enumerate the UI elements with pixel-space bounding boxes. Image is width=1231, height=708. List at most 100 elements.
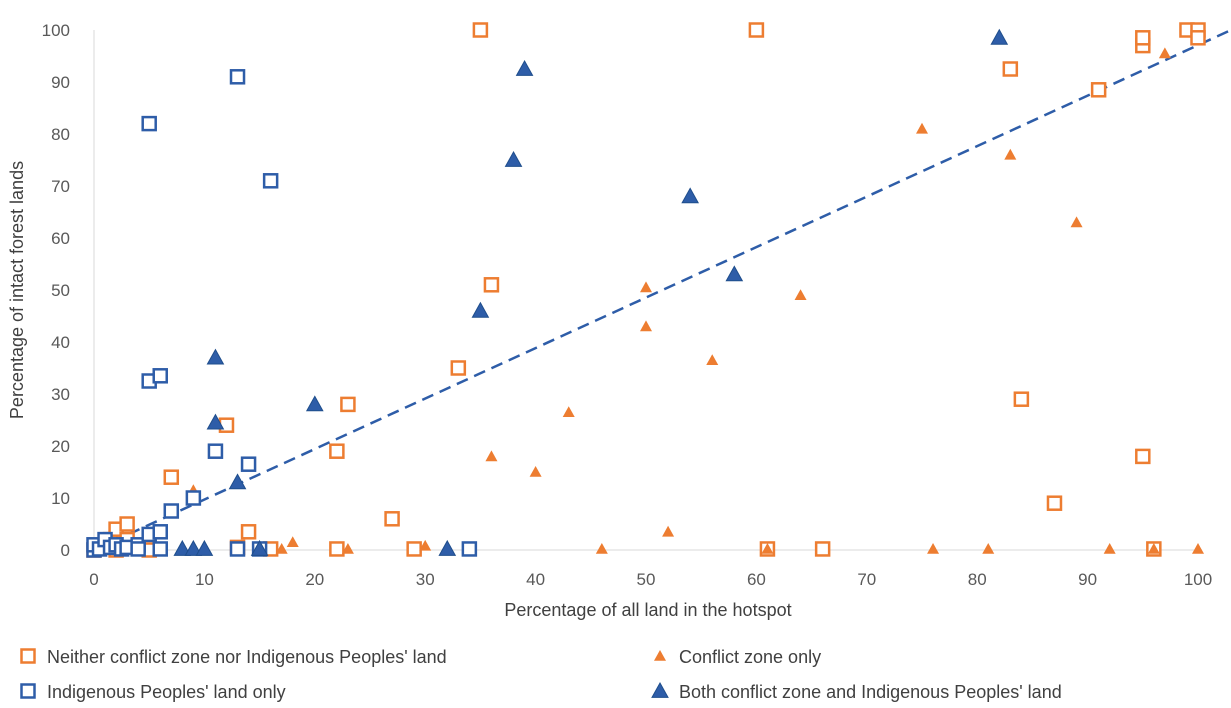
data-point (218, 417, 235, 433)
data-point (184, 539, 203, 556)
data-point (340, 396, 356, 413)
y-tick-label: 80 (51, 125, 70, 144)
data-point (229, 69, 246, 85)
data-point (1135, 448, 1151, 465)
data-point (305, 395, 324, 412)
data-point (725, 265, 744, 282)
y-tick-label: 60 (51, 229, 70, 248)
data-point (1002, 61, 1019, 77)
legend-label: Indigenous Peoples' land only (47, 682, 286, 702)
series-3 (86, 69, 478, 558)
legend-item: Indigenous Peoples' land only (20, 682, 286, 702)
y-tick-label: 0 (61, 541, 70, 560)
data-point (640, 320, 652, 332)
x-axis-title: Percentage of all land in the hotspot (504, 600, 791, 620)
legend-marker (20, 648, 36, 664)
y-tick-label: 50 (51, 281, 70, 300)
data-point (706, 354, 719, 365)
data-point (329, 443, 345, 459)
data-point (640, 281, 652, 293)
data-point (515, 59, 534, 76)
data-point (341, 542, 354, 554)
legend-label: Neither conflict zone nor Indigenous Peo… (47, 647, 447, 667)
data-point (982, 542, 995, 554)
data-point (1090, 82, 1107, 98)
y-tick-label: 30 (51, 385, 70, 404)
legend-item: Both conflict zone and Indigenous People… (651, 681, 1062, 702)
data-point (450, 360, 467, 376)
data-point (206, 413, 225, 430)
data-point (1070, 216, 1083, 228)
data-point (471, 301, 490, 318)
data-point (130, 541, 146, 557)
y-tick-label: 40 (51, 333, 70, 352)
data-point (595, 542, 608, 554)
y-tick-label: 100 (42, 21, 70, 40)
data-point (662, 525, 675, 537)
series-4 (173, 28, 1009, 556)
data-point (761, 542, 774, 554)
data-point (1135, 30, 1151, 46)
data-point (163, 469, 180, 485)
data-point (286, 536, 299, 547)
legend-label: Conflict zone only (679, 647, 821, 667)
y-axis-title: Percentage of intact forest lands (7, 161, 27, 419)
data-point (1190, 30, 1206, 46)
x-tick-labels: 0 10 20 30 40 50 60 70 80 90 100 (89, 570, 1212, 589)
y-tick-label: 90 (51, 73, 70, 92)
data-point (163, 503, 180, 519)
data-point (1046, 495, 1063, 511)
data-point (250, 539, 269, 556)
data-point (438, 539, 457, 556)
data-point (262, 173, 279, 189)
data-point (185, 490, 202, 506)
legend-marker (654, 650, 666, 661)
x-tick-label: 20 (305, 570, 324, 589)
data-point (1158, 47, 1171, 59)
data-point (419, 539, 432, 551)
data-point (990, 28, 1009, 45)
x-tick-label: 60 (747, 570, 766, 589)
y-tick-label: 70 (51, 177, 70, 196)
data-point (681, 187, 700, 204)
data-point (814, 541, 831, 557)
data-point (485, 450, 498, 462)
x-tick-label: 90 (1078, 570, 1097, 589)
data-point (472, 22, 489, 38)
data-point (1103, 542, 1116, 554)
data-point (119, 516, 135, 532)
data-point (927, 542, 940, 554)
legend-marker (651, 681, 669, 698)
legend-marker (20, 683, 36, 699)
data-point (206, 348, 225, 365)
data-point (152, 524, 168, 540)
data-points (86, 22, 1206, 558)
data-point (207, 443, 224, 459)
data-point (916, 122, 928, 134)
x-tick-label: 40 (526, 570, 545, 589)
y-tick-labels: 0 10 20 30 40 50 60 70 80 90 100 (42, 21, 70, 560)
data-point (195, 539, 214, 556)
x-tick-label: 100 (1184, 570, 1212, 589)
data-point (529, 466, 542, 477)
data-point (229, 541, 246, 557)
legend-item: Conflict zone only (654, 647, 821, 667)
legend-item: Neither conflict zone nor Indigenous Peo… (20, 647, 447, 667)
data-point (152, 368, 168, 384)
x-tick-label: 10 (195, 570, 214, 589)
x-tick-label: 0 (89, 570, 98, 589)
data-point (748, 22, 765, 38)
data-point (228, 473, 247, 490)
data-point (1013, 391, 1030, 407)
x-tick-label: 30 (416, 570, 435, 589)
data-point (1147, 542, 1160, 554)
data-point (152, 541, 168, 557)
x-tick-label: 80 (968, 570, 987, 589)
y-tick-label: 20 (51, 437, 70, 456)
data-point (173, 539, 192, 556)
data-point (461, 541, 478, 557)
series-2 (187, 47, 1204, 554)
data-point (141, 115, 157, 132)
data-point (240, 524, 257, 540)
